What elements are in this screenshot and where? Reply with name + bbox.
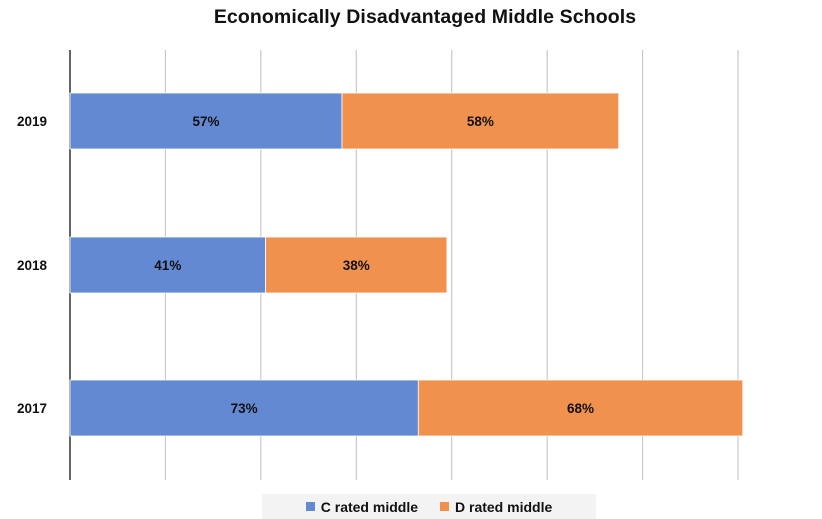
y-tick-label-2018: 2018 xyxy=(17,258,48,273)
bar-2019-series-c xyxy=(69,92,343,150)
y-tick-label-2019: 2019 xyxy=(17,114,47,129)
y-tick-labels: 2019 2018 2017 xyxy=(17,114,48,416)
bar-2018-series-d xyxy=(265,236,448,294)
bar-2019-series-d xyxy=(341,92,620,150)
legend-swatch-d xyxy=(440,502,449,511)
data-label-2017-c: 73% xyxy=(231,401,258,416)
y-tick-label-2017: 2017 xyxy=(17,401,47,416)
legend: C rated middle D rated middle xyxy=(262,494,596,519)
legend-label-d: D rated middle xyxy=(455,498,553,515)
legend-item-d: D rated middle xyxy=(440,499,552,515)
data-label-2019-d: 58% xyxy=(467,114,494,129)
data-label-2018-c: 41% xyxy=(154,258,181,273)
bars: 57% 58% 41% 38% 73% 68% xyxy=(69,92,744,437)
chart-title: Economically Disadvantaged Middle School… xyxy=(213,6,637,28)
legend-swatch-c xyxy=(305,502,315,511)
data-label-2018-d: 38% xyxy=(343,258,370,273)
bar-2017-series-d xyxy=(417,379,744,437)
data-label-2017-d: 68% xyxy=(567,401,594,416)
data-label-2019-c: 57% xyxy=(192,114,219,129)
legend-item-c: C rated middle xyxy=(305,498,418,515)
legend-label-c: C rated middle xyxy=(320,498,418,515)
